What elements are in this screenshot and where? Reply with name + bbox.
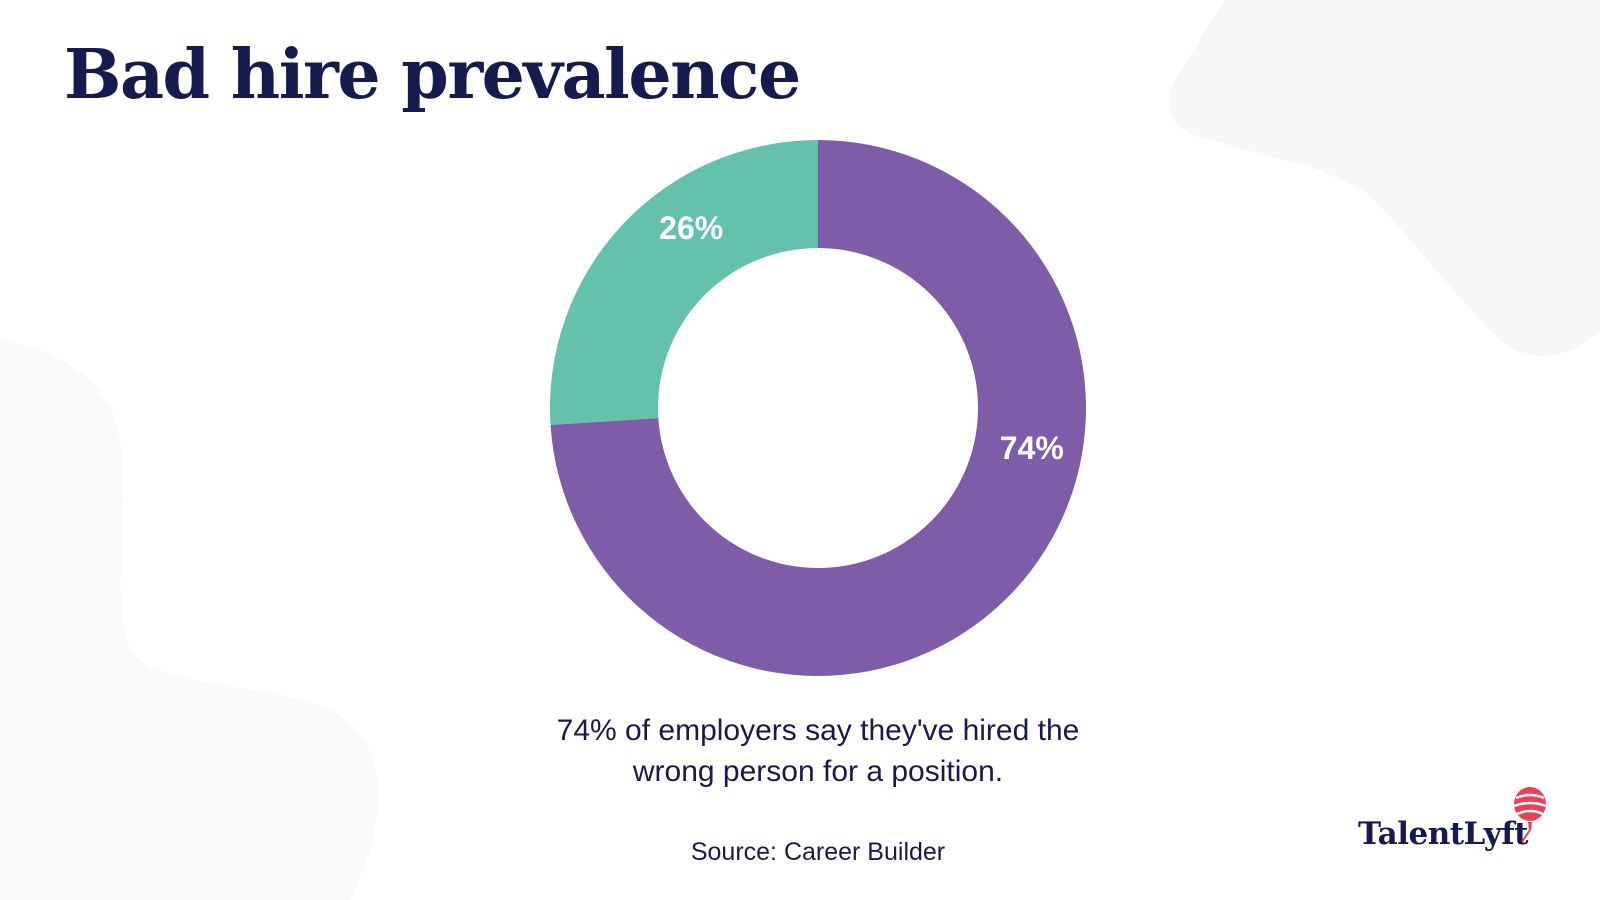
source-citation: Source: Career Builder (690, 838, 946, 866)
logo-wordmark: TalentLyft (1358, 816, 1528, 852)
chart-caption: 74% of employers say they've hired the w… (400, 710, 1236, 792)
talentlyft-logo: TalentLyft (1358, 786, 1558, 856)
background-shape-right (1168, 0, 1600, 357)
caption-line-2: wrong person for a position. (632, 755, 1004, 788)
donut-slice-74 (550, 140, 1086, 676)
caption-line-1: 74% of employers say they've hired the (556, 714, 1080, 747)
donut-slice-26 (549, 140, 818, 425)
background-shape-left (0, 340, 378, 900)
page-title: Bad hire prevalence (64, 35, 801, 115)
slice-label-26: 26% (659, 210, 723, 246)
balloon-icon (1513, 787, 1547, 843)
slice-label-74: 74% (1000, 430, 1064, 466)
